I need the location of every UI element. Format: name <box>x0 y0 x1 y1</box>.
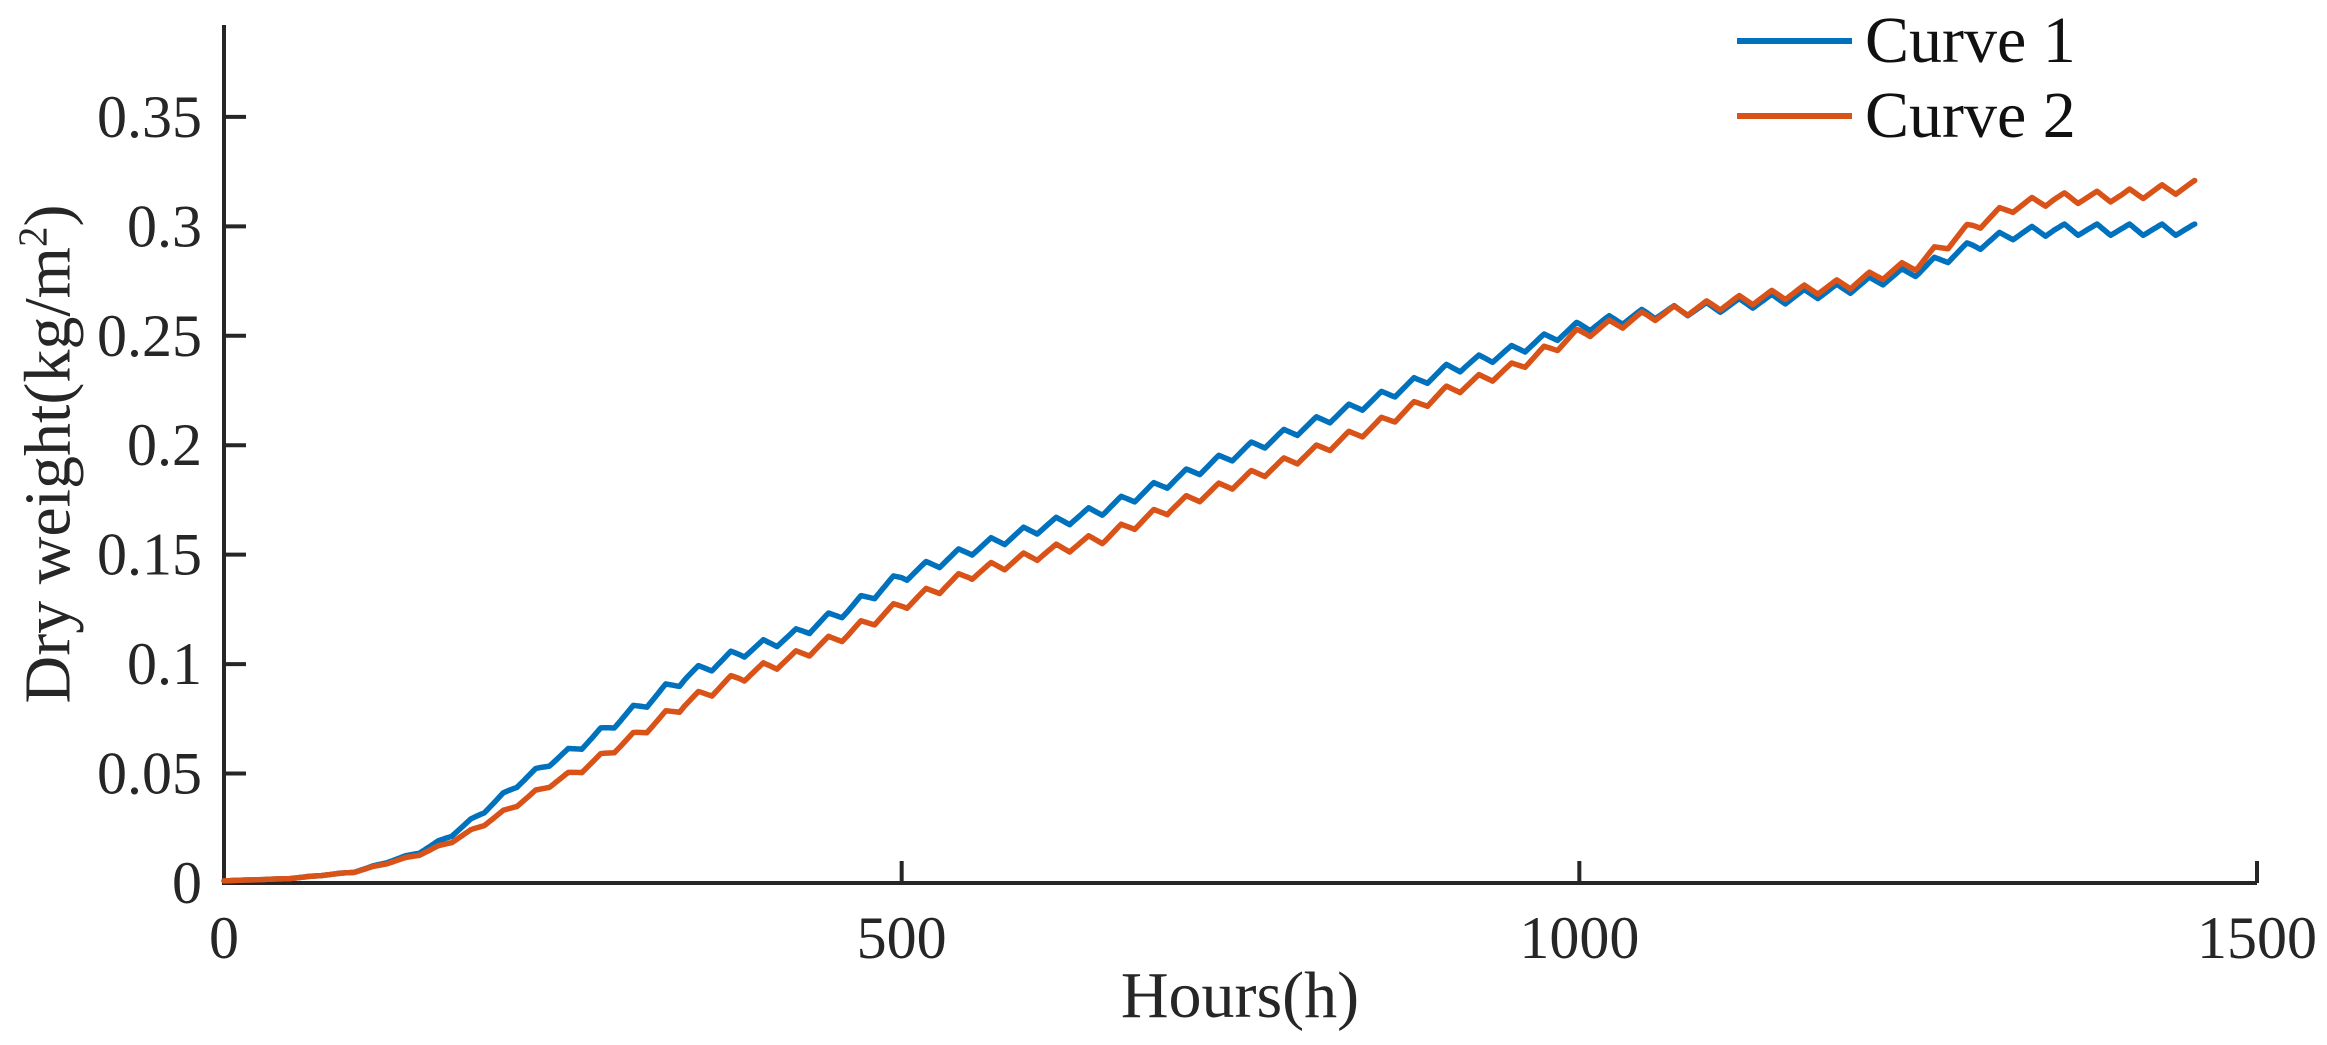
y-axis-label-text: Dry weight(kg/m <box>11 247 84 704</box>
y-axis-label-wrap: Dry weight(kg/m2) <box>2 25 94 883</box>
legend: Curve 1 Curve 2 <box>1737 3 2076 153</box>
y-tick-label: 0 <box>172 850 202 916</box>
x-tick-label: 0 <box>209 905 239 971</box>
curve-1-line <box>221 221 2198 884</box>
y-axis-label: Dry weight(kg/m2) <box>10 205 86 704</box>
x-tick-label: 1500 <box>2197 905 2317 971</box>
legend-label-curve-1: Curve 1 <box>1865 3 2076 77</box>
legend-item-curve-2: Curve 2 <box>1737 78 2076 153</box>
y-tick-label: 0.2 <box>127 412 202 478</box>
x-tick-label: 500 <box>857 905 947 971</box>
legend-item-curve-1: Curve 1 <box>1737 3 2076 78</box>
curve-1-line-swatch <box>1737 37 1852 44</box>
y-tick-label: 0.15 <box>97 522 202 588</box>
y-tick-label: 0.05 <box>97 741 202 807</box>
y-tick-label: 0.35 <box>97 84 202 150</box>
y-axis-label-superscript: 2 <box>10 226 55 247</box>
y-tick-label: 0.3 <box>127 193 202 259</box>
curve-2-line <box>221 177 2198 884</box>
y-tick-label: 0.25 <box>97 303 202 369</box>
x-tick-label: 1000 <box>1519 905 1639 971</box>
y-axis-label-close: ) <box>11 204 84 227</box>
x-axis-label: Hours(h) <box>1120 959 1360 1032</box>
y-tick-label: 0.1 <box>127 631 202 697</box>
curve-2-line-swatch <box>1737 112 1852 119</box>
legend-label-curve-2: Curve 2 <box>1865 78 2076 152</box>
